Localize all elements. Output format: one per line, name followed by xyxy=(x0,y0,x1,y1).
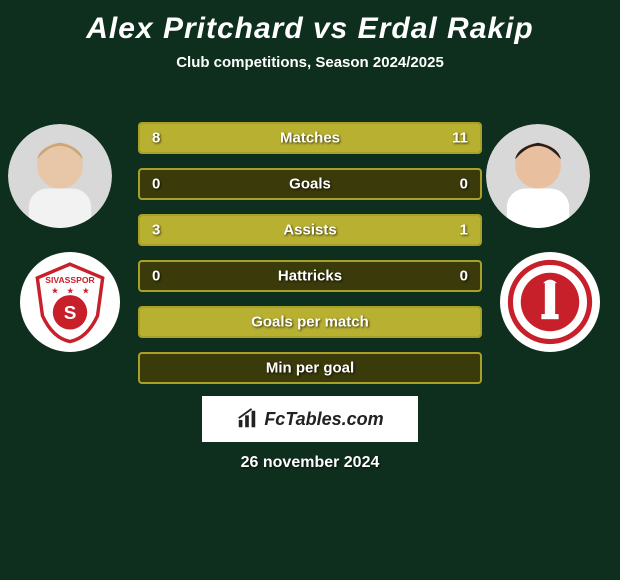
player-left-avatar xyxy=(8,124,112,228)
stat-bar-min-per-goal: Min per goal xyxy=(138,352,482,384)
stat-bar-hattricks: 0 0Hattricks xyxy=(138,260,482,292)
bar-left-fill xyxy=(140,308,480,336)
club-left-crest: SIVASSPOR ★ ★ ★ S xyxy=(20,252,120,352)
bar-label: Goals xyxy=(140,176,480,193)
stat-bar-goals-per-match: Goals per match xyxy=(138,306,482,338)
bar-right-value: 0 xyxy=(460,176,468,193)
club-right-crest xyxy=(500,252,600,352)
stat-bar-goals: 0 0Goals xyxy=(138,168,482,200)
bar-left-value: 8 xyxy=(152,130,160,147)
stat-bar-matches: 811Matches xyxy=(138,122,482,154)
fctables-text: FcTables.com xyxy=(264,409,383,430)
bar-right-value: 1 xyxy=(460,222,468,239)
stat-bars: 811Matches00Goals31Assists00HattricksGoa… xyxy=(138,122,482,398)
stat-bar-assists: 31Assists xyxy=(138,214,482,246)
comparison-card: Alex Pritchard vs Erdal Rakip Club compe… xyxy=(0,0,620,580)
svg-text:★: ★ xyxy=(67,285,75,295)
bar-left-fill xyxy=(140,216,395,244)
bar-right-value: 0 xyxy=(460,268,468,285)
chart-icon xyxy=(236,408,258,430)
bar-label: Min per goal xyxy=(140,360,480,377)
bar-left-value: 0 xyxy=(152,268,160,285)
date: 26 november 2024 xyxy=(0,454,620,472)
page-title: Alex Pritchard vs Erdal Rakip xyxy=(0,0,620,46)
subtitle: Club competitions, Season 2024/2025 xyxy=(0,54,620,71)
svg-text:S: S xyxy=(64,303,77,324)
fctables-logo: FcTables.com xyxy=(202,396,418,442)
bar-label: Hattricks xyxy=(140,268,480,285)
bar-left-value: 0 xyxy=(152,176,160,193)
bar-left-value: 3 xyxy=(152,222,160,239)
svg-text:★: ★ xyxy=(51,285,59,295)
player-right-avatar xyxy=(486,124,590,228)
bar-left-fill xyxy=(140,124,283,152)
bar-right-value: 11 xyxy=(452,130,468,147)
svg-text:★: ★ xyxy=(82,285,90,295)
svg-text:SIVASSPOR: SIVASSPOR xyxy=(45,275,95,285)
bar-right-fill xyxy=(283,124,480,152)
